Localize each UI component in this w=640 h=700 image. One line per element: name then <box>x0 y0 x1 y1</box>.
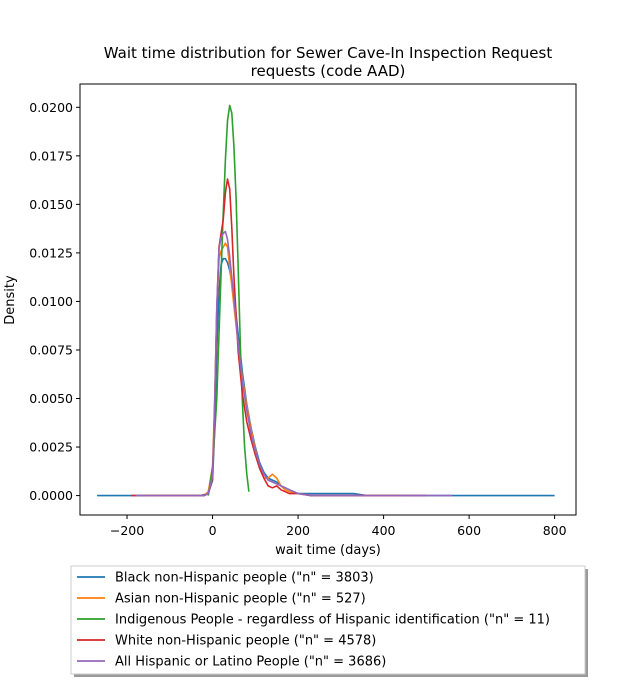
legend: Black non-Hispanic people ("n" = 3803) As… <box>70 565 588 677</box>
x-axis-ticks: −200 0 200 400 600 800 <box>110 515 567 538</box>
y-tick-label: 0.0125 <box>29 245 73 260</box>
x-tick-label: −200 <box>110 523 144 538</box>
y-tick-label: 0.0075 <box>29 342 73 357</box>
x-tick-label: 600 <box>457 523 481 538</box>
legend-entry-label: All Hispanic or Latino People ("n" = 368… <box>115 655 386 670</box>
plot-area-frame <box>79 83 577 516</box>
y-axis-label: Density <box>3 275 18 325</box>
x-tick-label: 200 <box>286 523 310 538</box>
series-line-3 <box>207 104 250 496</box>
legend-box <box>70 565 586 675</box>
y-tick-label: 0.0175 <box>29 148 73 163</box>
x-tick-label: 800 <box>543 523 567 538</box>
legend-entry-label: Indigenous People - regardless of Hispan… <box>115 613 550 628</box>
x-tick-label: 400 <box>372 523 396 538</box>
y-tick-label: 0.0100 <box>29 294 73 309</box>
series-line-2 <box>144 242 405 497</box>
y-axis-ticks: 0.0000 0.0025 0.0050 0.0075 0.0100 0.0125 0.01… <box>29 100 80 503</box>
series-line-1 <box>97 257 555 497</box>
y-tick-label: 0.0000 <box>29 488 73 503</box>
y-tick-label: 0.0200 <box>29 100 73 115</box>
x-axis-label: wait time (days) <box>275 543 381 558</box>
y-tick-label: 0.0150 <box>29 197 73 212</box>
y-tick-label: 0.0050 <box>29 391 73 406</box>
chart-title-line-2: requests (code AAD) <box>251 62 406 80</box>
y-tick-label: 0.0025 <box>29 440 73 455</box>
legend-entry-label: Asian non-Hispanic people ("n" = 527) <box>115 592 366 607</box>
chart-title-line-1: Wait time distribution for Sewer Cave-In… <box>104 44 553 62</box>
series-layer <box>97 104 555 497</box>
legend-items: Black non-Hispanic people ("n" = 3803) As… <box>77 571 550 670</box>
series-line-5 <box>135 230 452 497</box>
legend-entry-label: Black non-Hispanic people ("n" = 3803) <box>115 571 374 586</box>
x-tick-label: 0 <box>209 523 217 538</box>
series-line-4 <box>131 178 427 497</box>
legend-entry-label: White non-Hispanic people ("n" = 4578) <box>115 634 376 649</box>
